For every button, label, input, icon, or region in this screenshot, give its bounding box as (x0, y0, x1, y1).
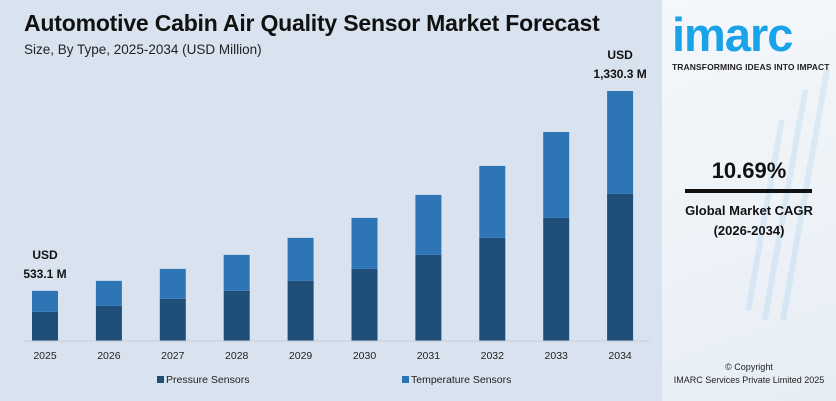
bar-temperature-sensors-2025 (32, 290, 58, 312)
logo-tagline: TRANSFORMING IDEAS INTO IMPACT (672, 62, 830, 72)
legend-label: Temperature Sensors (411, 374, 511, 386)
cagr-period: (2026-2034) (713, 223, 785, 238)
copyright-company: IMARC Services Private Limited 2025 (673, 375, 825, 385)
legend-label: Pressure Sensors (166, 374, 249, 386)
copyright: © Copyright IMARC Services Private Limit… (662, 361, 836, 387)
x-tick-label: 2025 (33, 350, 57, 362)
bar-pressure-sensors-2030 (351, 268, 378, 341)
chart-title: Automotive Cabin Air Quality Sensor Mark… (24, 10, 600, 36)
logo-wordmark: imarc (672, 8, 793, 61)
data-label-currency: USD (32, 248, 58, 262)
data-label-value: 533.1 M (23, 267, 66, 281)
bar-temperature-sensors-2032 (479, 165, 506, 238)
bar-pressure-sensors-2032 (479, 237, 506, 341)
legend-swatch-temperature (402, 376, 409, 383)
bar-pressure-sensors-2031 (415, 254, 442, 341)
bar-temperature-sensors-2030 (351, 217, 378, 269)
cagr-value: 10.69% (711, 158, 787, 183)
x-tick-label: 2033 (545, 350, 569, 362)
bar-pressure-sensors-2025 (32, 311, 58, 341)
bar-temperature-sensors-2028 (223, 254, 250, 291)
bar-chart: 2025 2026 2027 2028 2029 2030 2031 2032 2033 2034… (23, 48, 650, 386)
bar-pressure-sensors-2034 (607, 193, 634, 341)
x-tick-label: 2029 (289, 350, 313, 362)
bar-pressure-sensors-2029 (287, 280, 314, 341)
data-label-currency: USD (607, 48, 633, 62)
x-tick-label: 2027 (161, 350, 185, 362)
bar-temperature-sensors-2034 (607, 91, 634, 194)
bar-temperature-sensors-2031 (415, 194, 442, 255)
side-panel: imarc TRANSFORMING IDEAS INTO IMPACT 10.… (662, 0, 836, 401)
legend-swatch-pressure (157, 376, 164, 383)
bar-temperature-sensors-2026 (95, 280, 122, 306)
x-tick-label: 2028 (225, 350, 249, 362)
bar-pressure-sensors-2027 (159, 298, 186, 341)
x-tick-label: 2026 (97, 350, 121, 362)
x-tick-label: 2031 (417, 350, 441, 362)
chart-subtitle: Size, By Type, 2025-2034 (USD Million) (24, 42, 262, 57)
x-tick-label: 2034 (608, 350, 632, 362)
bar-temperature-sensors-2029 (287, 237, 314, 281)
cagr-divider (685, 189, 812, 193)
bar-pressure-sensors-2026 (95, 305, 122, 341)
copyright-label: © Copyright (725, 362, 773, 372)
bar-temperature-sensors-2033 (543, 131, 570, 218)
imarc-logo: imarc TRANSFORMING IDEAS INTO IMPACT (672, 8, 832, 73)
cagr-label-text: Global Market CAGR (685, 203, 813, 218)
x-tick-label: 2032 (481, 350, 505, 362)
bar-temperature-sensors-2027 (159, 268, 186, 299)
bar-pressure-sensors-2028 (223, 290, 250, 341)
cagr-label: Global Market CAGR (2026-2034) (662, 201, 836, 241)
data-label-value: 1,330.3 M (593, 67, 646, 81)
x-tick-label: 2030 (353, 350, 377, 362)
chart-panel: Automotive Cabin Air Quality Sensor Mark… (0, 0, 662, 401)
bar-pressure-sensors-2033 (543, 217, 570, 341)
